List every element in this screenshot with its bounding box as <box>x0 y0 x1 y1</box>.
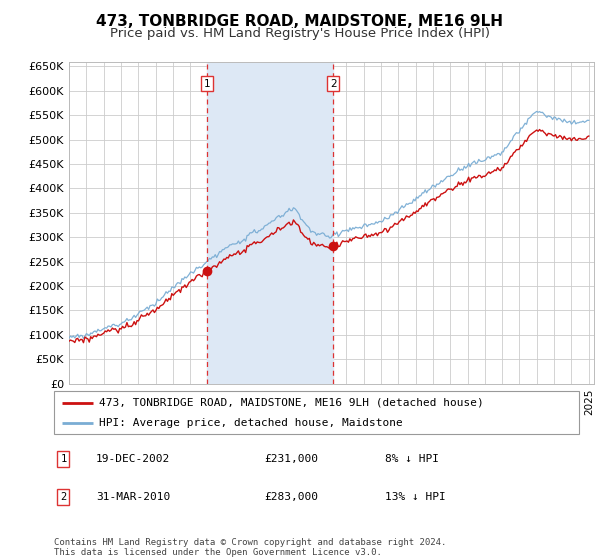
Text: 2: 2 <box>61 492 67 502</box>
Text: £283,000: £283,000 <box>264 492 318 502</box>
Text: 8% ↓ HPI: 8% ↓ HPI <box>385 454 439 464</box>
Text: 473, TONBRIDGE ROAD, MAIDSTONE, ME16 9LH (detached house): 473, TONBRIDGE ROAD, MAIDSTONE, ME16 9LH… <box>98 398 484 408</box>
Text: 31-MAR-2010: 31-MAR-2010 <box>96 492 170 502</box>
Bar <box>207 62 333 384</box>
Text: 13% ↓ HPI: 13% ↓ HPI <box>385 492 445 502</box>
Text: 2: 2 <box>330 78 337 88</box>
Text: Contains HM Land Registry data © Crown copyright and database right 2024.
This d: Contains HM Land Registry data © Crown c… <box>54 538 446 557</box>
Text: 1: 1 <box>203 78 210 88</box>
Text: £231,000: £231,000 <box>264 454 318 464</box>
Text: Price paid vs. HM Land Registry's House Price Index (HPI): Price paid vs. HM Land Registry's House … <box>110 27 490 40</box>
Text: 19-DEC-2002: 19-DEC-2002 <box>96 454 170 464</box>
Text: HPI: Average price, detached house, Maidstone: HPI: Average price, detached house, Maid… <box>98 418 403 427</box>
Text: 1: 1 <box>61 454 67 464</box>
Text: 473, TONBRIDGE ROAD, MAIDSTONE, ME16 9LH: 473, TONBRIDGE ROAD, MAIDSTONE, ME16 9LH <box>97 14 503 29</box>
